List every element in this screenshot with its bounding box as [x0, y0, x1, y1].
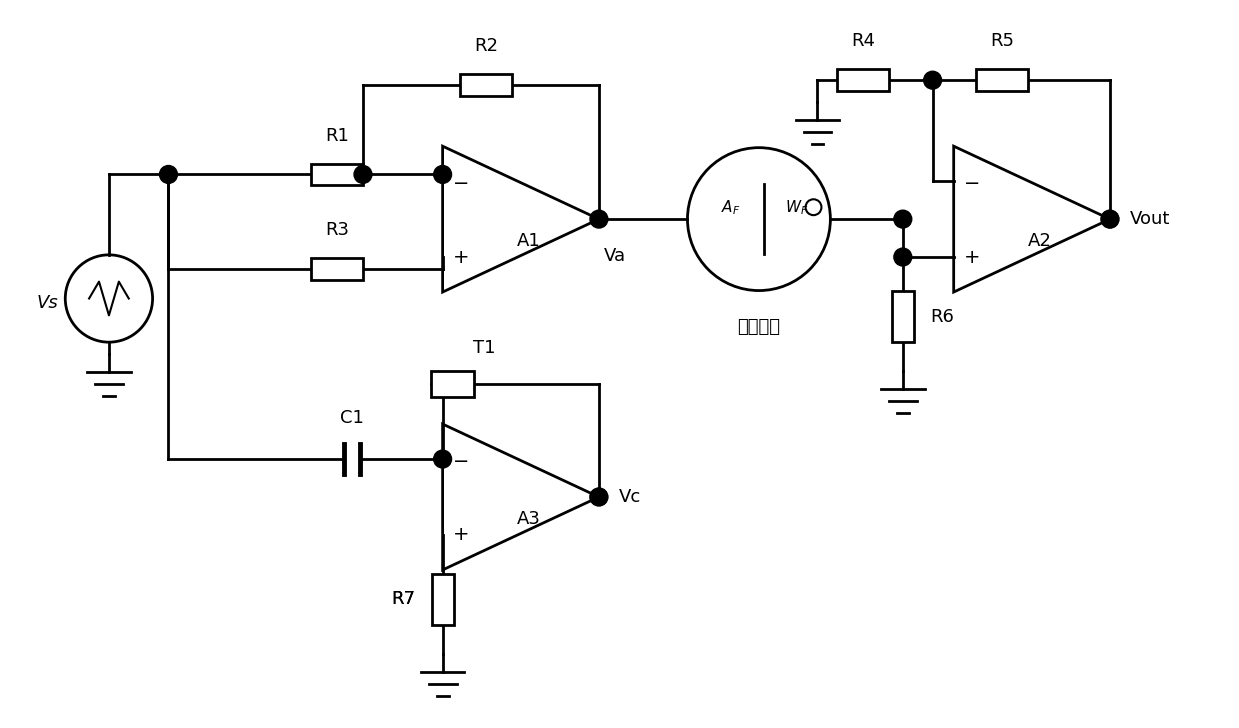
Bar	[311, 258, 363, 280]
Text: Va: Va	[603, 247, 626, 265]
Bar	[431, 574, 453, 625]
Bar	[892, 290, 913, 342]
Text: 电化学池: 电化学池	[737, 318, 781, 336]
Text: C1: C1	[341, 409, 364, 427]
Text: R7: R7	[390, 590, 415, 609]
Text: R4: R4	[851, 33, 875, 50]
Text: A2: A2	[1028, 232, 1052, 250]
Text: R5: R5	[990, 33, 1014, 50]
Bar	[460, 74, 512, 96]
Text: $-$: $-$	[452, 172, 468, 191]
Text: R6: R6	[930, 308, 954, 325]
Text: A3: A3	[517, 510, 540, 528]
Bar	[976, 69, 1028, 91]
Text: R7: R7	[390, 590, 415, 609]
Text: $A_F$: $A_F$	[721, 198, 741, 216]
Text: $W_F$: $W_F$	[786, 198, 808, 216]
Bar	[311, 164, 363, 186]
Circle shape	[434, 165, 451, 183]
Circle shape	[160, 165, 177, 183]
Text: A1: A1	[517, 232, 540, 250]
Text: R2: R2	[475, 37, 498, 55]
Text: $-$: $-$	[452, 450, 468, 469]
Bar	[838, 69, 888, 91]
Bar	[431, 371, 475, 397]
Circle shape	[923, 71, 942, 89]
Text: T1: T1	[473, 339, 496, 357]
Text: Vout: Vout	[1130, 210, 1170, 228]
Circle shape	[434, 450, 451, 468]
Text: Vs: Vs	[36, 294, 58, 312]
Circle shape	[590, 488, 608, 506]
Text: $+$: $+$	[452, 248, 468, 266]
Text: $+$: $+$	[964, 248, 980, 266]
Circle shape	[354, 165, 372, 183]
Text: $-$: $-$	[964, 172, 980, 191]
Text: $+$: $+$	[452, 526, 468, 545]
Circle shape	[893, 210, 912, 228]
Text: R1: R1	[325, 127, 349, 145]
Circle shape	[590, 210, 608, 228]
Text: Vc: Vc	[618, 488, 641, 506]
Circle shape	[1101, 210, 1119, 228]
Circle shape	[893, 248, 912, 266]
Text: R3: R3	[325, 221, 349, 239]
